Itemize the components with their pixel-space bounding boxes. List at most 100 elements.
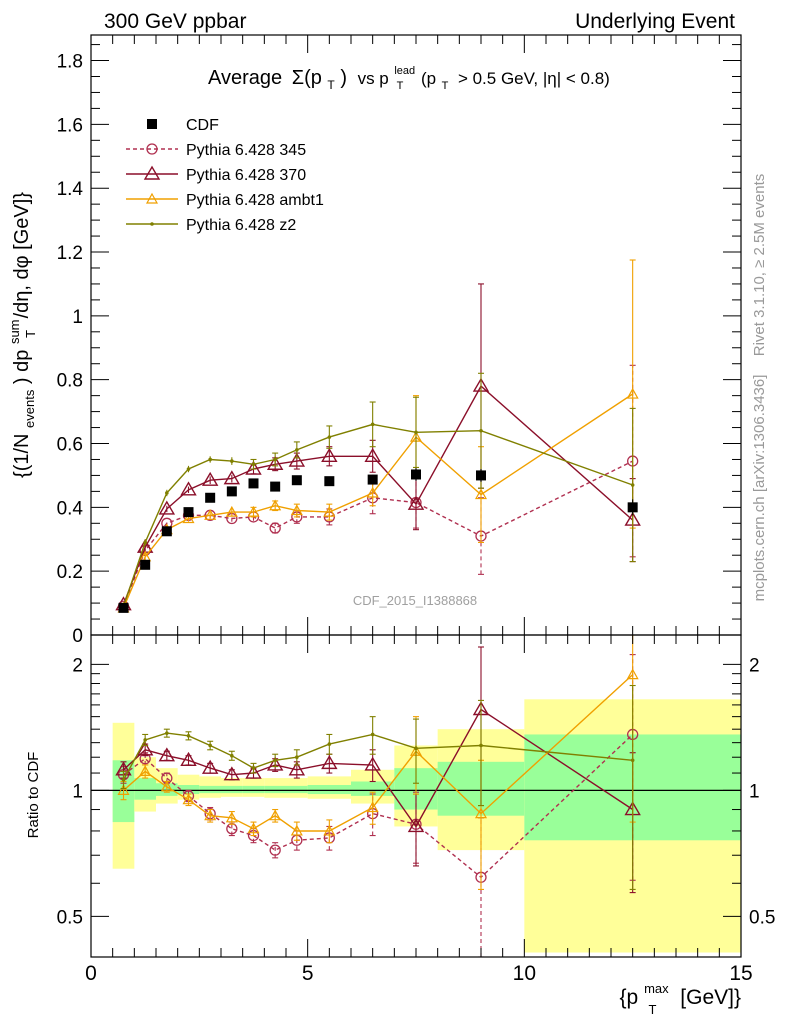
uncertainty-band-green: [134, 778, 156, 800]
main-point-cdf: [324, 476, 335, 487]
ratio-point-ambt1: [247, 822, 260, 834]
legend-label-cdf: CDF: [186, 117, 219, 134]
y-tick-label: 0.6: [57, 435, 83, 456]
main-plot: 0 0.2 0.4 0.6 0.8 1 1.2 1.4 1.6 1.8 Average Σ(p T…: [57, 34, 742, 647]
x-axis-label: {p max T [GeV]}: [620, 975, 741, 1019]
legend-marker-p370: [143, 165, 161, 180]
ratio-point-ambt1: [117, 784, 130, 795]
ratio-point-ambt1: [160, 780, 173, 792]
ratio-y-tick-label-right: 2: [749, 655, 760, 676]
main-point-ambt1: [290, 504, 303, 516]
ratio-point-z2: [143, 738, 147, 742]
ratio-point-ambt1: [323, 824, 336, 836]
main-point-z2: [208, 457, 212, 462]
ratio-point-p370: [288, 761, 306, 776]
main-series-cdf: [118, 468, 638, 613]
legend-label-p345: Pythia 6.428 345: [186, 142, 306, 159]
main-point-z2: [251, 462, 256, 467]
ratio-point-p370: [136, 741, 154, 756]
ratio-point-ambt1: [626, 668, 639, 680]
ratio-point-z2: [273, 758, 277, 763]
main-point-ambt1: [366, 486, 379, 498]
ratio-point-ambt1: [204, 809, 217, 821]
y-tick-label: 0: [72, 626, 83, 647]
main-point-z2: [295, 448, 299, 452]
main-series-z2: [121, 372, 636, 609]
x-tick-label: 15: [729, 962, 752, 985]
main-point-z2: [143, 540, 147, 545]
main-point-cdf: [161, 526, 172, 537]
main-point-ambt1: [269, 499, 282, 511]
ratio-point-ambt1: [290, 824, 303, 836]
ratio-point-z2: [121, 777, 126, 782]
ratio-point-ambt1: [139, 765, 152, 776]
ratio-point-ambt1: [269, 809, 282, 821]
ratio-point-z2: [208, 743, 212, 748]
uncertainty-band-green: [351, 781, 395, 796]
ratio-point-p345: [269, 844, 281, 856]
ratio-line-z2: [122, 732, 633, 781]
legend-label-p370: Pythia 6.428 370: [186, 167, 306, 184]
main-point-z2: [479, 428, 483, 433]
uncertainty-band-green: [221, 785, 243, 794]
main-point-cdf: [411, 469, 421, 480]
legend-entry-p370: Pythia 6.428 370: [126, 165, 306, 184]
main-point-cdf: [270, 481, 281, 492]
uncertainty-band-green: [242, 785, 265, 794]
main-point-z2: [273, 457, 277, 462]
ratio-point-p370: [364, 756, 381, 771]
main-point-p345: [269, 522, 281, 534]
legend-marker-p345: [146, 143, 158, 155]
ratio-data: [91, 635, 741, 957]
ratio-point-z2: [165, 731, 169, 735]
main-point-cdf: [118, 602, 129, 613]
main-point-z2: [327, 435, 332, 439]
y-tick-label: 1.8: [57, 52, 83, 73]
main-point-p370: [288, 452, 306, 467]
main-point-p370: [223, 470, 241, 485]
ratio-point-ambt1: [366, 801, 379, 813]
main-point-p370: [245, 460, 262, 475]
main-point-cdf: [183, 507, 194, 518]
ratio-line-p370: [123, 708, 634, 828]
main-point-z2: [186, 467, 191, 471]
main-point-cdf: [248, 478, 259, 489]
ratio-y-tick-label: 2: [72, 655, 83, 676]
main-point-p370: [266, 455, 284, 470]
header-left: 300 GeV ppbar: [104, 10, 246, 33]
ratio-y-tick-label: 1: [72, 781, 83, 802]
main-point-z2: [414, 430, 418, 435]
y-tick-label: 0.8: [57, 371, 83, 392]
legend: CDF Pythia 6.428 345 Pythia 6.428 370 Pythi…: [126, 117, 324, 234]
y-tick-label: 1.6: [57, 115, 83, 136]
main-point-cdf: [140, 559, 151, 570]
main-point-cdf: [476, 470, 486, 481]
ratio-point-ambt1: [225, 811, 238, 823]
legend-entry-p345: Pythia 6.428 345: [126, 142, 306, 159]
legend-label-ambt1: Pythia 6.428 ambt1: [186, 192, 324, 209]
analysis-watermark: CDF_2015_I1388868: [353, 593, 477, 608]
x-tick-label: 10: [513, 962, 536, 985]
uncertainty-band-green: [177, 784, 200, 795]
main-point-p370: [407, 495, 425, 510]
uncertainty-band-green: [199, 785, 221, 794]
main-point-z2: [230, 459, 234, 463]
main-point-ambt1: [474, 488, 488, 500]
legend-label-z2: Pythia 6.428 z2: [186, 217, 296, 234]
ratio-series-z2: [120, 684, 636, 890]
y-tick-label: 1.4: [57, 179, 84, 200]
x-tick-label: 0: [85, 962, 97, 985]
ratio-point-p370: [180, 751, 197, 766]
main-point-cdf: [205, 492, 216, 503]
main-point-p370: [158, 500, 176, 515]
ratio-point-z2: [230, 753, 234, 758]
y-tick-label: 0.2: [57, 562, 83, 583]
ratio-point-z2: [630, 758, 635, 763]
main-series-ambt1: [117, 259, 639, 613]
main-point-ambt1: [225, 505, 238, 517]
main-point-z2: [165, 491, 169, 495]
ratio-point-p370: [407, 818, 425, 833]
main-series-p370: [115, 283, 641, 611]
main-point-ambt1: [204, 509, 217, 520]
ratio-point-z2: [295, 755, 299, 760]
